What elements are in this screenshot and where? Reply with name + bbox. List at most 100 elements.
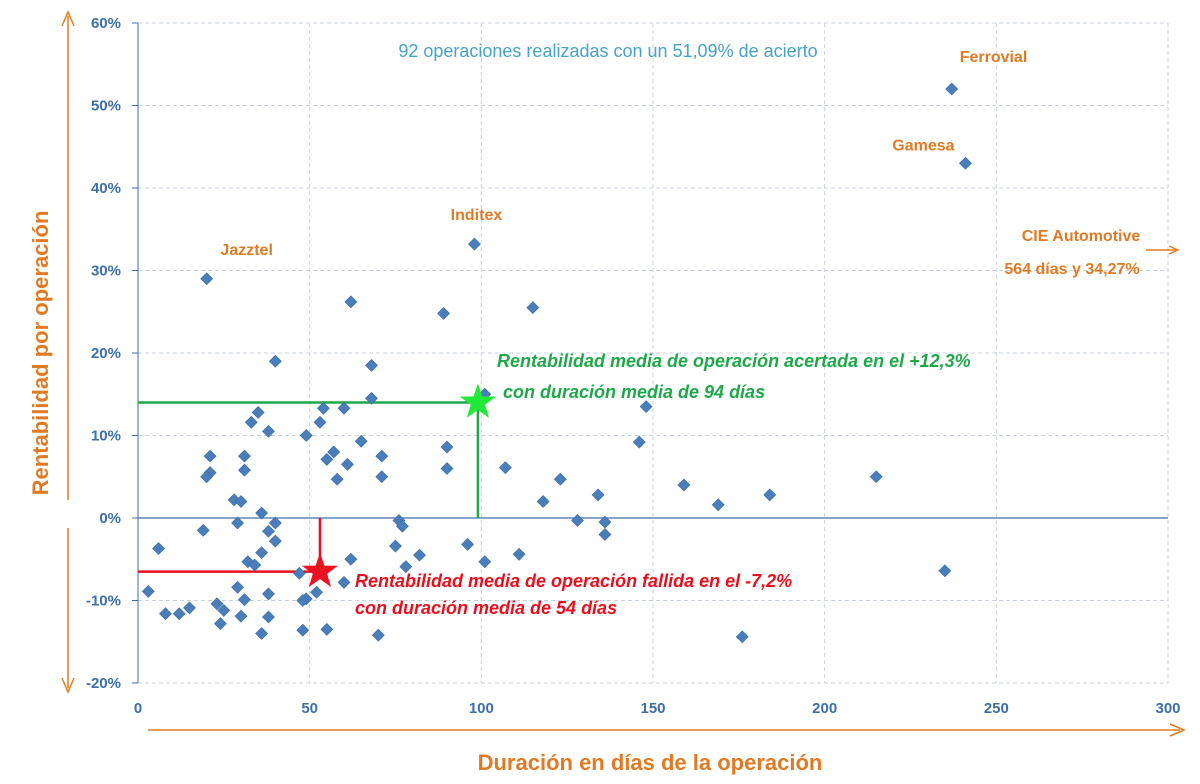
data-point [316,401,330,415]
mean-reference-lines [138,401,480,573]
data-point [512,547,526,561]
data-point [389,539,402,553]
x-axis-title: Duración en días de la operación [478,750,823,775]
winning-mean-star [459,383,496,418]
data-point [231,516,244,530]
data-point [320,622,334,636]
x-tick-label: 0 [134,700,142,717]
y-tick-label: 10% [91,428,121,445]
data-point [344,295,358,309]
data-point [639,400,653,414]
x-tick-label: 50 [301,700,318,717]
data-point [299,429,313,442]
data-point [320,453,334,466]
data-point [262,524,275,538]
winning-mean-annotation-line1: Rentabilidad media de operación acertada… [497,351,971,371]
data-point [395,519,409,533]
data-point [196,523,210,537]
data-point [231,580,244,594]
offscale-note-name: CIE Automotive [1022,228,1141,245]
y-tick-label: 20% [91,345,121,362]
data-point [210,597,224,611]
company-label: Gamesa [892,137,954,154]
data-point [200,470,214,484]
data-point [255,506,269,520]
winning-mean-annotation-line2: con duración media de 94 días [503,382,765,402]
y-tick-label: -10% [86,593,121,610]
y-axis-arrow-down-head [61,677,75,694]
data-point [399,560,413,574]
data-point [313,415,327,429]
data-point [268,534,282,548]
data-point [959,156,972,170]
data-point [268,516,282,530]
data-point [478,555,492,569]
data-point [677,478,691,492]
data-point [468,237,481,251]
data-point [365,358,378,372]
y-tick-label: 60% [91,15,121,32]
data-point [238,593,251,607]
data-point [159,607,172,621]
company-label: Ferrovial [960,49,1028,66]
data-point [945,82,959,96]
chart-title: 92 operaciones realizadas con un 51,09% … [398,41,817,61]
data-point [172,607,186,621]
data-point [248,558,262,572]
data-point [234,495,248,508]
company-label: Jazztel [220,242,272,259]
data-point [203,449,217,463]
data-point [217,603,231,617]
data-points [141,82,972,644]
x-axis-ticks: 0 50 100 150 200 250 300 [134,700,1181,717]
company-label: Inditex [451,207,503,224]
data-point [337,401,351,415]
y-tick-label: -20% [86,675,121,692]
offscale-arrow [1146,245,1180,255]
company-labels: Ferrovial Gamesa Inditex Jazztel [220,49,1027,259]
data-point [330,472,344,486]
data-point [763,488,777,502]
y-axis-ticks: 60% 50% 40% 30% 20% 10% 0% -10% -20% [86,15,138,692]
losing-mean-annotation-line1: Rentabilidad media de operación fallida … [355,571,792,591]
data-point [526,301,540,315]
y-tick-label: 30% [91,263,121,280]
axis-arrows [61,10,1186,737]
data-point [341,457,354,471]
data-point [440,462,454,475]
data-point [571,514,584,527]
data-point [262,610,275,624]
data-point [244,415,258,429]
data-point [251,405,265,419]
x-tick-label: 300 [1155,700,1180,717]
data-point [183,601,196,615]
data-point [262,424,275,438]
data-point [238,449,251,463]
data-point [310,585,323,599]
data-point [371,628,385,642]
data-point [375,449,389,463]
x-axis-arrow-head [1169,723,1186,737]
data-point [365,391,378,405]
data-point [440,440,454,454]
y-tick-label: 50% [91,98,121,115]
x-tick-label: 200 [812,700,837,717]
mean-stars [301,383,496,587]
data-point [234,609,248,623]
losing-mean-star [301,552,338,587]
data-point [337,575,351,589]
data-point [292,566,306,580]
data-point [553,472,567,486]
data-point [735,630,749,644]
offscale-arrow-head [1168,245,1180,255]
x-tick-label: 250 [984,700,1009,717]
data-point [536,495,550,508]
data-point [598,528,612,541]
data-point [375,470,389,484]
data-point [711,498,725,512]
data-point [268,354,282,368]
data-point [141,585,155,598]
data-point [413,548,426,562]
x-tick-label: 150 [640,700,665,717]
